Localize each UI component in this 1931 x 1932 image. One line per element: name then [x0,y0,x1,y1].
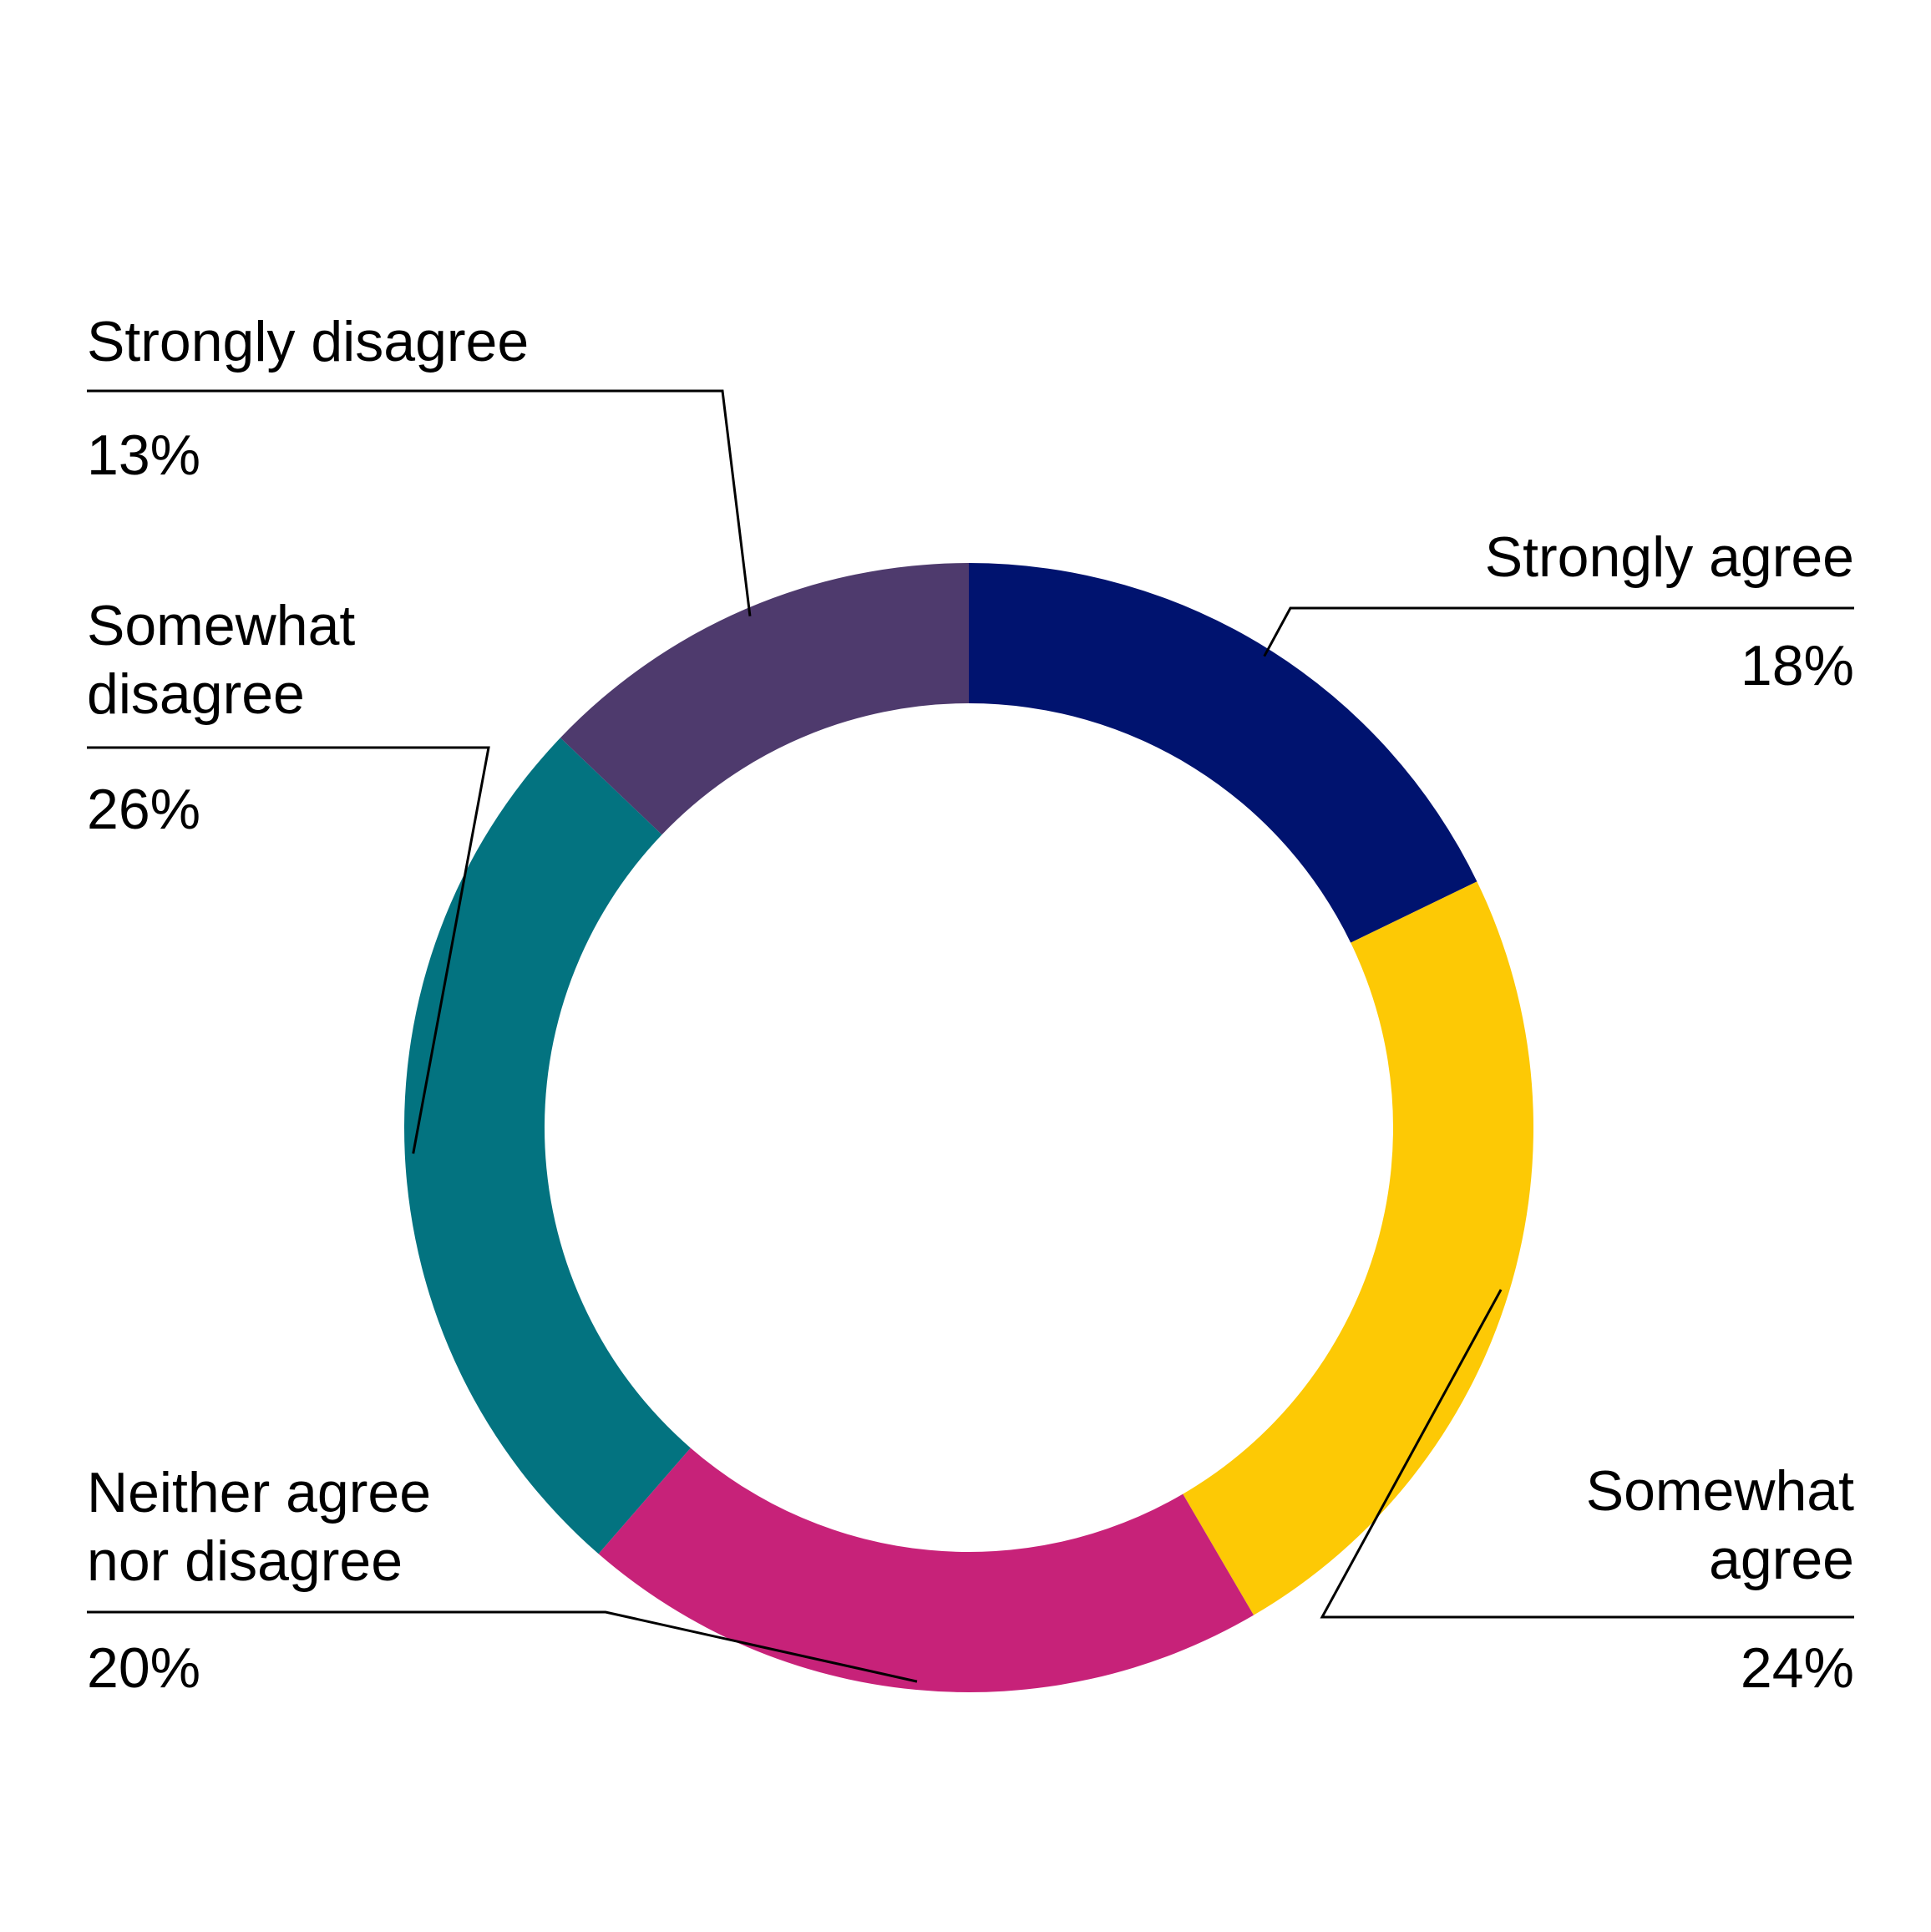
slice-strongly-agree [969,563,1477,943]
slice-label-neither-agree-nor-disagree: Neither agree [87,1461,431,1524]
leader-line-neither-agree-nor-disagree [87,1610,918,1683]
leader-line-strongly-disagree [87,389,752,616]
slice-neither-agree-nor-disagree [598,1448,1254,1692]
slice-value-strongly-agree: 18% [1741,634,1854,697]
slice-label-somewhat-disagree: disagree [87,662,305,726]
slice-somewhat-agree [1183,881,1533,1615]
donut-slices [404,563,1533,1692]
slice-value-somewhat-disagree: 26% [87,778,200,841]
slice-labels: Strongly agree18%Somewhatagree24%Neither… [87,310,1854,1700]
leader-line-somewhat-disagree [87,746,490,1154]
leader-line-somewhat-agree [1320,1289,1854,1619]
slice-label-strongly-agree: Strongly agree [1485,525,1854,589]
slice-somewhat-disagree [404,738,691,1554]
slice-label-somewhat-agree: Somewhat [1586,1459,1854,1523]
slice-strongly-disagree [560,563,969,835]
slice-value-neither-agree-nor-disagree: 20% [87,1636,200,1700]
leader-line-strongly-agree [1263,606,1854,657]
slice-value-somewhat-agree: 24% [1741,1636,1854,1700]
slice-value-strongly-disagree: 13% [87,423,200,487]
slice-label-somewhat-agree: agree [1709,1528,1854,1591]
leader-lines [87,389,1854,1683]
slice-label-somewhat-disagree: Somewhat [87,594,355,657]
slice-label-neither-agree-nor-disagree: nor disagree [87,1529,403,1593]
slice-label-strongly-disagree: Strongly disagree [87,310,529,373]
